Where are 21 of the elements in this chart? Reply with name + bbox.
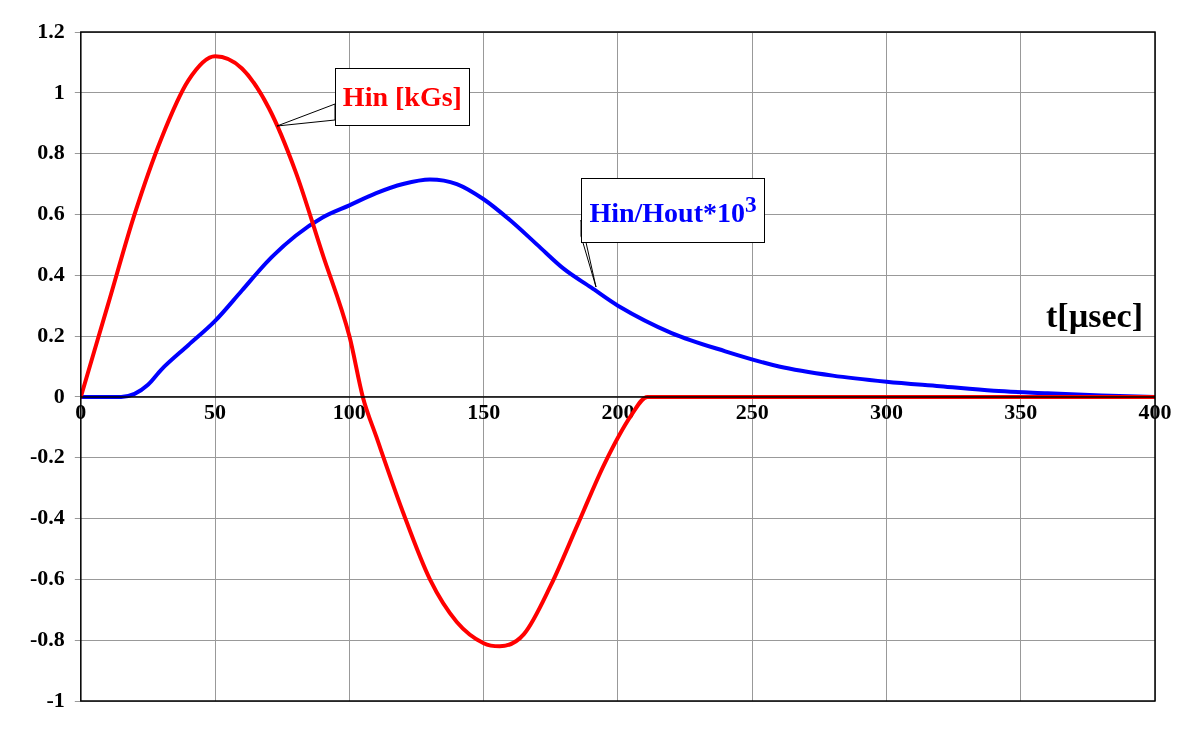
x-tick-label: 250 xyxy=(735,398,769,424)
y-tick-label: -0.6 xyxy=(30,565,65,591)
x-tick-label: 350 xyxy=(1004,398,1038,424)
y-tick-label: -0.8 xyxy=(30,625,65,651)
x-tick-label: 50 xyxy=(204,398,227,424)
y-tick-label: 0 xyxy=(53,382,65,408)
y-tick-label: 0.6 xyxy=(37,200,65,226)
y-tick-label: -0.4 xyxy=(30,504,65,530)
y-tick-label: 1 xyxy=(53,78,65,104)
x-tick-label: 150 xyxy=(467,398,501,424)
y-tick-label: -1 xyxy=(46,686,65,712)
y-tick-label: 0.4 xyxy=(37,260,65,286)
x-tick-label: 100 xyxy=(332,398,366,424)
y-tick-label: -0.2 xyxy=(30,443,65,469)
y-tick-label: 0.8 xyxy=(37,139,65,165)
x-tick-label: 300 xyxy=(869,398,903,424)
x-axis-title: t[µsec] xyxy=(1046,296,1144,334)
y-tick-label: 1.2 xyxy=(37,17,65,43)
annotation: Hin/Hout*10$^{3}$ xyxy=(581,178,765,243)
y-tick-label: 0.2 xyxy=(37,321,65,347)
annotation: Hin [kGs] xyxy=(334,68,470,127)
